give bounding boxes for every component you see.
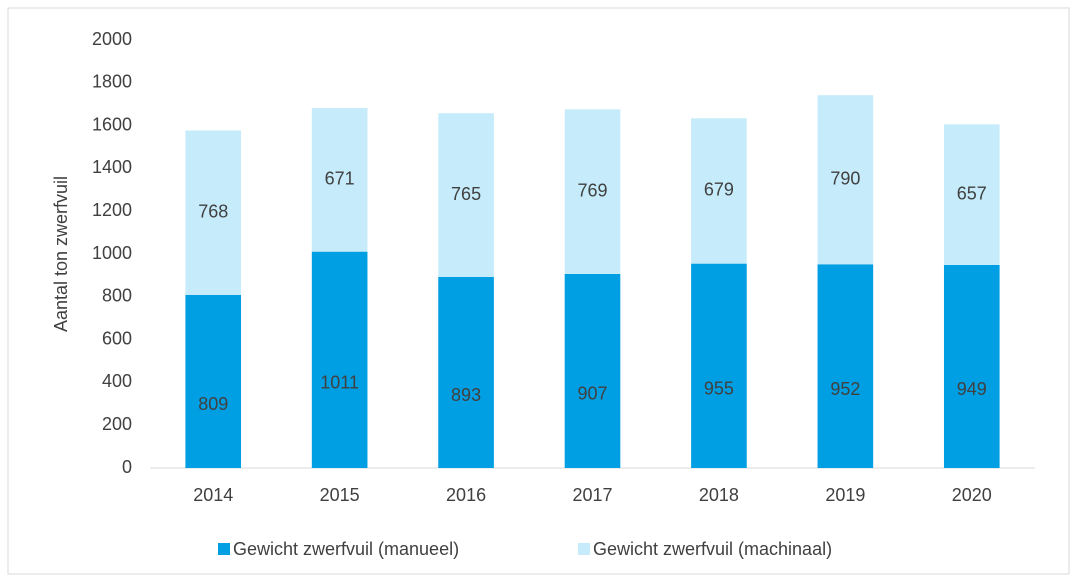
data-label: 765: [451, 184, 481, 204]
bar-segment: [817, 264, 874, 468]
y-tick-label: 0: [122, 457, 132, 477]
data-label: 893: [451, 385, 481, 405]
x-tick-label: 2018: [699, 485, 739, 505]
data-label: 657: [957, 183, 987, 203]
legend-swatch: [578, 543, 590, 555]
data-label: 809: [198, 394, 228, 414]
bar-segment: [185, 130, 242, 295]
y-tick-label: 2000: [92, 29, 132, 49]
data-label: 1011: [320, 373, 359, 393]
bar-segment: [185, 294, 242, 468]
data-label: 907: [577, 384, 607, 404]
bar-segment: [311, 108, 368, 252]
x-tick-label: 2016: [446, 485, 486, 505]
bar-segment: [943, 264, 1000, 468]
x-tick-label: 2014: [193, 485, 233, 505]
data-label: 671: [325, 169, 355, 189]
data-label: 768: [198, 201, 228, 221]
chart-frame: [7, 7, 1070, 575]
data-label: 790: [830, 168, 860, 188]
bar-segment: [311, 251, 368, 468]
bar-segment: [564, 273, 621, 468]
data-label: 949: [957, 379, 987, 399]
legend-label: Gewicht zwerfvuil (manueel): [233, 539, 459, 559]
bar-segment: [691, 263, 747, 468]
y-tick-label: 1200: [92, 200, 132, 220]
y-tick-label: 1600: [92, 114, 132, 134]
bar-segment: [691, 118, 747, 264]
y-tick-label: 400: [102, 371, 132, 391]
x-tick-label: 2015: [320, 485, 360, 505]
data-label: 955: [704, 379, 734, 399]
bar-segment: [817, 95, 874, 265]
legend-label: Gewicht zwerfvuil (machinaal): [593, 539, 832, 559]
y-tick-label: 1400: [92, 157, 132, 177]
y-tick-label: 600: [102, 328, 132, 348]
data-label: 679: [704, 180, 734, 200]
y-tick-label: 1800: [92, 72, 132, 92]
y-tick-label: 1000: [92, 243, 132, 263]
data-label: 952: [830, 379, 860, 399]
y-axis-label: Aantal ton zwerfvuil: [51, 176, 71, 332]
bar-segment: [943, 124, 1000, 265]
data-label: 769: [577, 180, 607, 200]
bar-segment: [438, 276, 494, 468]
bar-segment: [438, 113, 494, 277]
bar-segment: [564, 109, 621, 274]
y-tick-label: 200: [102, 414, 132, 434]
y-tick-label: 800: [102, 286, 132, 306]
legend-swatch: [218, 543, 230, 555]
x-tick-label: 2019: [825, 485, 865, 505]
x-tick-label: 2020: [952, 485, 992, 505]
x-tick-label: 2017: [572, 485, 612, 505]
